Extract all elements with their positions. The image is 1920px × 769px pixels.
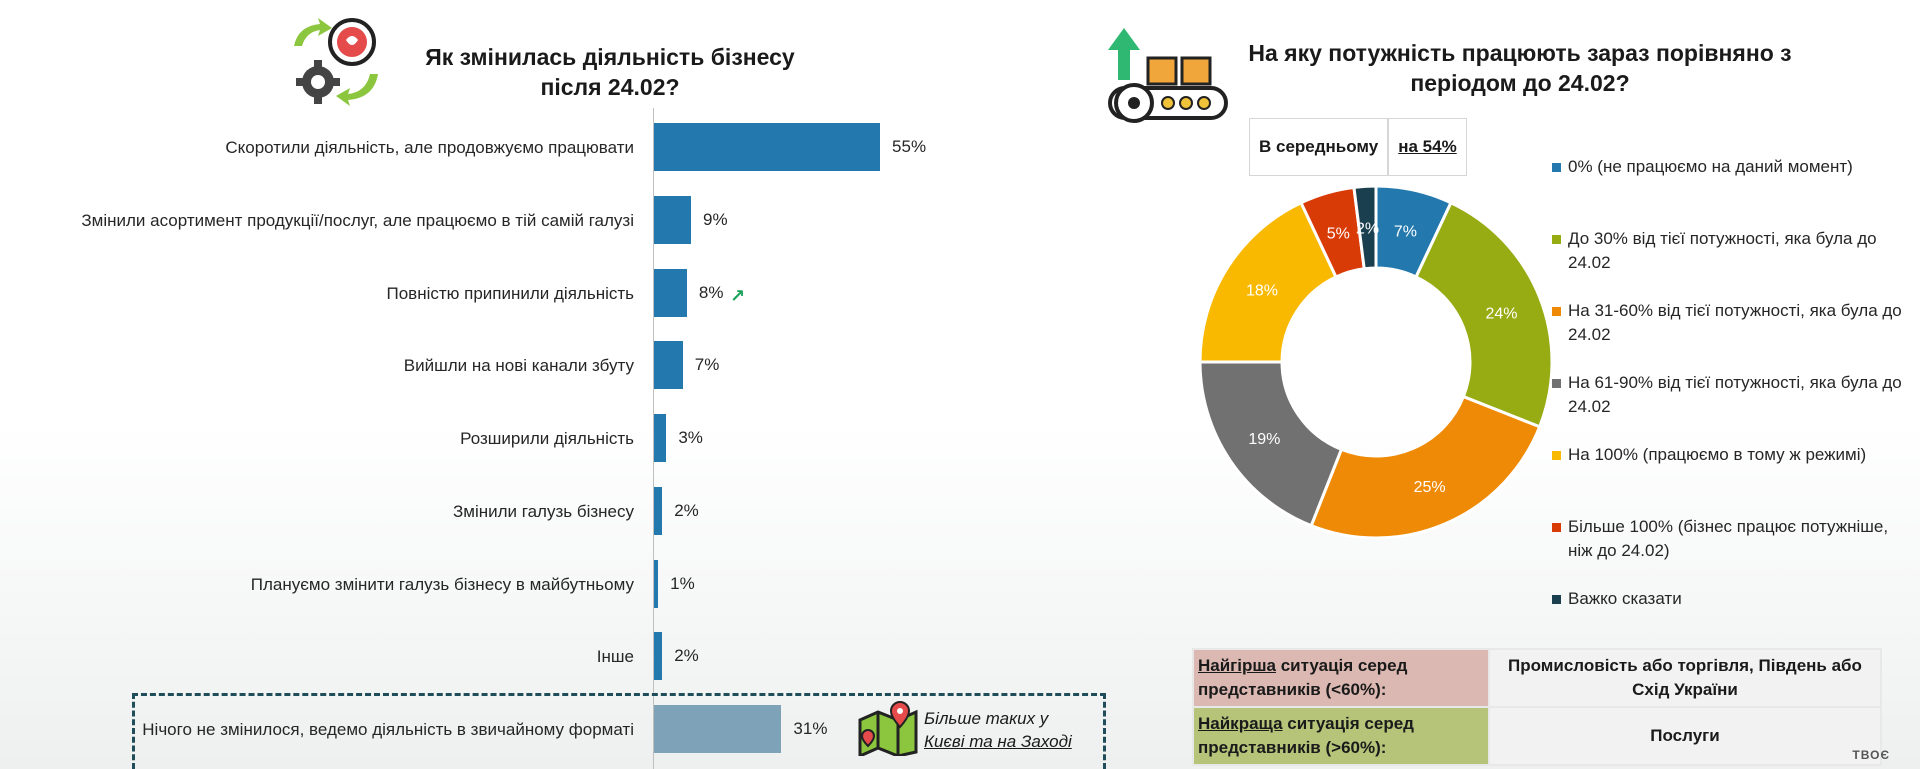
bar-mark [654, 341, 683, 389]
bar-value-label: 8% [698, 283, 724, 302]
legend-label: 0% (не працюємо на даний момент) [1568, 157, 1853, 176]
trend-up-arrow-icon: ↗ [730, 286, 746, 306]
donut-value-label: 5% [1327, 225, 1350, 242]
legend-swatch [1552, 235, 1561, 244]
donut-value-label: 18% [1246, 283, 1278, 300]
bar-value-label: 55% [892, 137, 927, 156]
regional-note-line1: Більше таких у [924, 709, 1049, 728]
donut-value-label: 24% [1486, 305, 1518, 322]
worst-rest: ситуація серед представників (<60%): [1198, 656, 1408, 699]
bar-value-label: 2% [674, 501, 699, 520]
average-value: на 54% [1388, 118, 1467, 176]
best-value: Послуги [1488, 706, 1882, 766]
donut-slice [1309, 394, 1542, 540]
business-change-icon [294, 18, 378, 106]
legend-label: До 30% від тієї потужності, яка була до … [1568, 229, 1877, 272]
bar-category-label: Скоротили діяльність, але продовжуємо пр… [225, 137, 634, 157]
right-title-line2: періодом до 24.02? [1410, 70, 1630, 96]
left-chart-title: Як змінилась діяльність бізнесу після 24… [390, 42, 830, 102]
legend-item: Більше 100% (бізнес працює потужніше, ні… [1552, 515, 1912, 563]
legend-label: На 100% (працюємо в тому ж режимі) [1568, 445, 1867, 464]
bar-value-label: 3% [678, 428, 703, 447]
best-label: Найкраща ситуація серед представників (>… [1192, 706, 1490, 766]
legend-swatch [1552, 595, 1561, 604]
worst-value: Промисловість або торгівля, Південь або … [1488, 648, 1882, 708]
donut-value-label: 19% [1248, 431, 1280, 448]
bar-category-label: Плануємо змінити галузь бізнесу в майбут… [250, 574, 634, 594]
legend-swatch [1552, 307, 1561, 316]
legend-item: До 30% від тієї потужності, яка була до … [1552, 227, 1912, 275]
legend-item: На 31-60% від тієї потужності, яка була … [1552, 299, 1912, 347]
bar-mark [654, 487, 663, 535]
donut-slice [1414, 200, 1554, 429]
legend-label: На 61-90% від тієї потужності, яка була … [1568, 373, 1902, 416]
bar-category-label: Змінили асортимент продукції/послуг, але… [81, 210, 634, 230]
bar-category-label: Змінили галузь бізнесу [453, 501, 634, 521]
bar-category-label: Вийшли на нові канали збуту [403, 355, 634, 375]
donut-value-label: 2% [1356, 220, 1379, 237]
donut-slice [1198, 200, 1338, 364]
legend-swatch [1552, 451, 1561, 460]
bar-mark [654, 560, 659, 608]
bar-mark [654, 632, 663, 680]
bar-value-label: 31% [793, 719, 828, 738]
bar-mark [654, 196, 691, 244]
capacity-donut-chart: 7% 24% 25% 19% 18% 5% 2% [1198, 184, 1554, 540]
bar-value-label: 7% [694, 355, 720, 374]
legend-item: На 61-90% від тієї потужності, яка була … [1552, 371, 1912, 419]
worst-bold: Найгірша [1198, 656, 1276, 675]
legend-label: На 31-60% від тієї потужності, яка була … [1568, 301, 1902, 344]
legend-swatch [1552, 379, 1561, 388]
regional-note: Більше таких у Києві та на Заході [924, 707, 1104, 753]
right-chart-title: На яку потужність працюють зараз порівня… [1210, 38, 1830, 98]
bar-value-label: 2% [674, 646, 699, 665]
bar-mark [654, 414, 667, 462]
bar-mark [654, 269, 687, 317]
channel-logo: ТВОЄ [1852, 748, 1890, 762]
best-row: Найкраща ситуація серед представників (>… [1192, 706, 1882, 766]
worst-row: Найгірша ситуація серед представників (<… [1192, 648, 1882, 708]
average-label: В середньому [1249, 118, 1389, 176]
donut-slice [1198, 360, 1344, 528]
bar-category-label: Розширили діяльність [460, 428, 634, 448]
bar-category-label: Повністю припинили діяльність [386, 283, 635, 303]
bar-mark [654, 123, 881, 171]
right-title-line1: На яку потужність працюють зараз порівня… [1248, 40, 1792, 66]
average-capacity-box: В середньому на 54% [1249, 118, 1467, 176]
map-pin-icon [858, 700, 918, 756]
bar-value-label: 9% [702, 210, 728, 229]
bar-mark [654, 705, 782, 753]
bar-category-label: Інше [596, 646, 634, 666]
left-title-line1: Як змінилась діяльність бізнесу [425, 44, 795, 70]
best-rest: ситуація серед представників (>60%): [1198, 714, 1414, 757]
bar-chart-axis [653, 108, 654, 769]
left-title-line2: після 24.02? [540, 74, 680, 100]
donut-value-label: 7% [1394, 223, 1417, 240]
legend-label: Більше 100% (бізнес працює потужніше, ні… [1568, 517, 1889, 560]
legend-swatch [1552, 523, 1561, 532]
best-bold: Найкраща [1198, 714, 1283, 733]
donut-slice [1352, 184, 1378, 271]
legend-item: На 100% (працюємо в тому ж режимі) [1552, 443, 1912, 467]
donut-value-label: 25% [1414, 479, 1446, 496]
production-capacity-icon [1108, 28, 1228, 123]
bar-category-label: Нічого не змінилося, ведемо діяльність в… [142, 719, 634, 739]
legend-swatch [1552, 163, 1561, 172]
unchanged-highlight-box [132, 693, 1106, 769]
legend-item: 0% (не працюємо на даний момент) [1552, 155, 1912, 179]
bar-value-label: 1% [670, 574, 695, 593]
summary-table: Найгірша ситуація серед представників (<… [1192, 648, 1882, 766]
regional-note-line2: Києві та на Заході [924, 732, 1072, 751]
legend-item: Важко сказати [1552, 587, 1912, 611]
worst-label: Найгірша ситуація серед представників (<… [1192, 648, 1490, 708]
legend-label: Важко сказати [1568, 589, 1682, 608]
